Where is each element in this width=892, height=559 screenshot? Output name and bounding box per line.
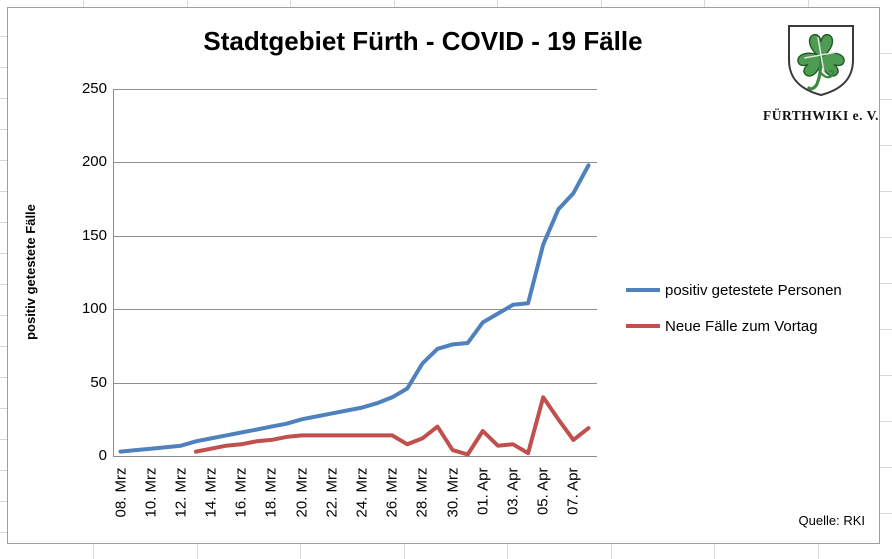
plot-area (113, 89, 597, 457)
x-axis-tick-label: 30. Mrz (444, 467, 462, 518)
x-axis-tick-label: 16. Mrz (232, 467, 250, 518)
x-axis-tick-label: 22. Mrz (323, 467, 341, 518)
sheet-gridline (0, 36, 7, 37)
x-axis-tick-label: 07. Apr (564, 467, 582, 516)
series-line (118, 163, 591, 454)
legend-label: positiv getestete Personen (665, 281, 842, 299)
sheet-gridline (817, 543, 819, 559)
sheet-gridline (880, 421, 892, 422)
sheet-gridline (186, 0, 188, 7)
sheet-gridline (610, 543, 612, 559)
series-line (194, 395, 591, 457)
legend-line-sample (626, 324, 660, 328)
clover-leaf (808, 33, 834, 58)
sheet-gridline (0, 346, 7, 347)
clover-leaf (820, 52, 845, 77)
sheet-gridline (704, 0, 705, 7)
x-axis-tick-label: 03. Apr (504, 467, 522, 516)
x-axis-tick-label: 28. Mrz (413, 467, 431, 518)
series-lines (118, 163, 591, 457)
sheet-gridline (0, 160, 7, 161)
x-axis-tick-label: 18. Mrz (262, 467, 280, 518)
sheet-gridline (0, 129, 7, 130)
sheet-gridline (300, 543, 301, 559)
x-axis-tick-label: 20. Mrz (293, 467, 311, 518)
sheet-gridline (0, 67, 7, 68)
legend: positiv getestete Personen Neue Fälle zum… (626, 280, 842, 352)
sheet-gridline (393, 0, 395, 7)
x-axis-tick-label: 05. Apr (534, 467, 552, 516)
x-axis-tick-label: 01. Apr (474, 467, 492, 516)
sheet-gridline (880, 145, 892, 146)
sheet-gridline (880, 99, 892, 100)
sheet-gridline (880, 467, 892, 468)
legend-entry: positiv getestete Personen (626, 280, 842, 300)
sheet-gridline (507, 543, 508, 559)
sheet-gridline (0, 284, 7, 285)
sheet-gridline (0, 439, 7, 440)
x-axis-tick-label: 26. Mrz (383, 467, 401, 518)
gridline-100 (114, 309, 597, 311)
sheet-gridline (0, 253, 7, 254)
fuerth-clover-shield-icon (788, 25, 854, 97)
sheet-gridline (880, 513, 892, 514)
sheet-gridline (880, 283, 892, 284)
y-axis-tick-label: 200 (81, 153, 107, 171)
gridline-150 (114, 235, 597, 237)
sheet-gridline (83, 0, 84, 7)
y-axis-tick-label: 0 (98, 447, 107, 464)
x-axis-tick-label: 12. Mrz (172, 467, 190, 518)
sheet-gridline (290, 0, 291, 7)
fuerthwiki-logo: FÜRTHWIKI e. V. (748, 24, 892, 124)
sheet-gridline (0, 408, 7, 409)
x-axis-tick-label: 08. Mrz (112, 467, 130, 518)
x-axis-tick-label: 10. Mrz (142, 467, 160, 518)
x-axis-tick-label: 14. Mrz (202, 467, 220, 518)
legend-label: Neue Fälle zum Vortag (665, 317, 818, 335)
gridline-50 (114, 382, 597, 384)
source-note: Quelle: RKI (798, 513, 865, 528)
y-axis-tick-label: 50 (90, 373, 107, 391)
sheet-gridline (880, 375, 892, 376)
sheet-gridline (714, 543, 715, 559)
legend-entry: Neue Fälle zum Vortag (626, 316, 842, 336)
chart-frame: Stadtgebiet Fürth - COVID - 19 Fälle pos… (7, 7, 880, 544)
y-axis-tick-label: 100 (81, 300, 107, 318)
sheet-gridline (0, 315, 7, 316)
y-axis-tick-label: 250 (81, 80, 107, 97)
sheet-gridline (196, 543, 198, 559)
sheet-gridline (93, 543, 94, 559)
sheet-gridline (403, 543, 405, 559)
y-axis-tick-label: 150 (81, 226, 107, 244)
sheet-gridline (880, 53, 892, 54)
sheet-gridline (807, 0, 809, 7)
sheet-gridline (497, 0, 498, 7)
legend-line-sample (626, 288, 660, 292)
logo-text: FÜRTHWIKI e. V. (762, 108, 880, 123)
sheet-gridline (600, 0, 602, 7)
gridline-250 (114, 89, 597, 90)
sheet-gridline (0, 470, 7, 471)
sheet-gridline (880, 237, 892, 238)
clover-leaf (797, 52, 822, 77)
gridline-200 (114, 162, 597, 164)
sheet-gridline (880, 191, 892, 192)
sheet-gridline (0, 98, 7, 99)
sheet-gridline (880, 329, 892, 330)
sheet-gridline (0, 532, 7, 533)
sheet-gridline (0, 222, 7, 223)
sheet-gridline (0, 191, 7, 192)
x-axis-tick-label: 24. Mrz (353, 467, 371, 518)
sheet-gridline (0, 501, 7, 502)
sheet-gridline (0, 377, 7, 378)
chart-title: Stadtgebiet Fürth - COVID - 19 Fälle (203, 26, 643, 56)
y-axis-title: positiv getestete Fälle (23, 204, 38, 340)
